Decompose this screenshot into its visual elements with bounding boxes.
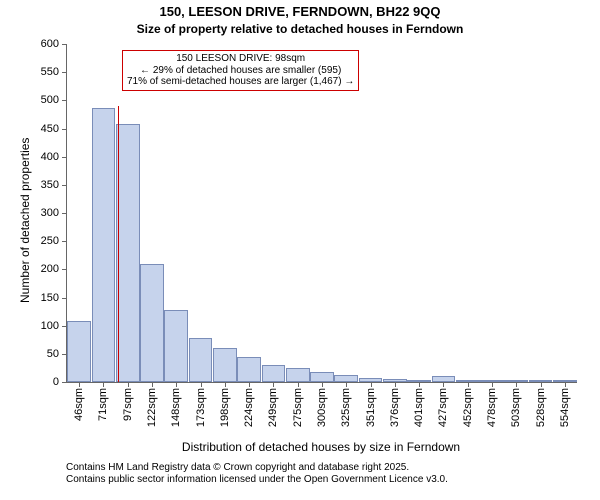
bar (286, 368, 310, 382)
x-tick-label: 325sqm (340, 388, 352, 427)
bar (67, 321, 91, 382)
x-tick-label: 46sqm (73, 388, 85, 421)
y-tick-label: 550 (41, 66, 59, 78)
chart-container: 150, LEESON DRIVE, FERNDOWN, BH22 9QQ Si… (0, 0, 600, 500)
y-tick-label: 100 (41, 320, 59, 332)
x-tick-label: 503sqm (510, 388, 522, 427)
y-tick-label: 600 (41, 38, 59, 50)
plot-area: 05010015020025030035040045050055060046sq… (66, 44, 577, 383)
x-axis-label: Distribution of detached houses by size … (66, 440, 576, 454)
property-marker-line (118, 106, 119, 382)
chart-footer: Contains HM Land Registry data © Crown c… (0, 462, 600, 486)
x-tick-label: 224sqm (243, 388, 255, 427)
y-tick-label: 50 (47, 348, 59, 360)
bar (164, 310, 188, 382)
footer-line-2: Contains public sector information licen… (66, 474, 600, 486)
x-tick-label: 427sqm (437, 388, 449, 427)
bar (189, 338, 213, 382)
chart-title: 150, LEESON DRIVE, FERNDOWN, BH22 9QQ (0, 4, 600, 19)
y-tick-label: 250 (41, 235, 59, 247)
x-tick-label: 275sqm (292, 388, 304, 427)
x-tick-label: 376sqm (389, 388, 401, 427)
y-tick-label: 0 (53, 376, 59, 388)
x-tick-label: 300sqm (316, 388, 328, 427)
x-tick-label: 452sqm (462, 388, 474, 427)
annotation-line: ← 29% of detached houses are smaller (59… (127, 65, 354, 77)
y-tick-label: 450 (41, 123, 59, 135)
y-tick-label: 400 (41, 151, 59, 163)
footer-line-1: Contains HM Land Registry data © Crown c… (66, 462, 600, 474)
bar (213, 348, 237, 382)
x-tick-label: 249sqm (267, 388, 279, 427)
x-tick-label: 173sqm (195, 388, 207, 427)
x-tick-label: 71sqm (97, 388, 109, 421)
y-tick-label: 150 (41, 292, 59, 304)
bar (237, 357, 261, 382)
x-tick-label: 554sqm (559, 388, 571, 427)
bar (334, 375, 358, 382)
bar (92, 108, 116, 382)
x-tick-label: 528sqm (535, 388, 547, 427)
x-tick-label: 148sqm (170, 388, 182, 427)
annotation-box: 150 LEESON DRIVE: 98sqm← 29% of detached… (122, 50, 359, 91)
x-tick-label: 351sqm (365, 388, 377, 427)
y-tick-label: 350 (41, 179, 59, 191)
bar (310, 372, 334, 382)
bar (262, 365, 286, 382)
x-tick-label: 97sqm (122, 388, 134, 421)
y-tick-label: 300 (41, 207, 59, 219)
x-tick-label: 478sqm (486, 388, 498, 427)
y-tick-label: 500 (41, 94, 59, 106)
annotation-line: 150 LEESON DRIVE: 98sqm (127, 53, 354, 65)
bar (140, 264, 164, 382)
x-tick-label: 198sqm (219, 388, 231, 427)
x-tick-label: 401sqm (413, 388, 425, 427)
annotation-line: 71% of semi-detached houses are larger (… (127, 76, 354, 88)
y-tick-label: 200 (41, 263, 59, 275)
x-tick-label: 122sqm (146, 388, 158, 427)
y-axis-label: Number of detached properties (18, 138, 32, 303)
chart-subtitle: Size of property relative to detached ho… (0, 22, 600, 36)
